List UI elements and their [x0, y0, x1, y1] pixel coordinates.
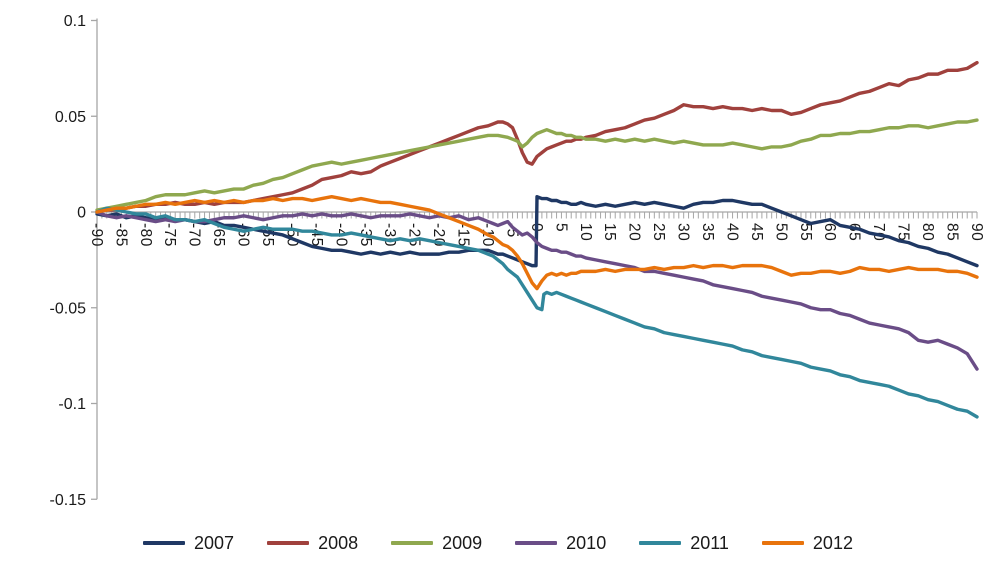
- x-tick-label: 60: [821, 223, 838, 241]
- x-tick-label: 25: [650, 223, 667, 241]
- legend-swatch-2011: [639, 541, 682, 545]
- legend-label-2009: 2009: [442, 533, 483, 553]
- legend-swatch-2007: [143, 541, 186, 545]
- series-line-2007: [95, 194, 979, 268]
- legend-item-2007: 2007: [143, 534, 234, 552]
- legend-label-2010: 2010: [566, 533, 607, 553]
- legend-item-2008: 2008: [267, 534, 358, 552]
- x-tick-label: 15: [601, 223, 618, 241]
- x-tick-label: 35: [699, 223, 716, 241]
- legend-swatch-2012: [761, 541, 804, 545]
- legend-label-2011: 2011: [690, 533, 729, 553]
- x-tick-label: -25: [406, 223, 423, 247]
- x-tick-label: 90: [968, 223, 985, 241]
- x-tick-label: 50: [772, 223, 789, 241]
- series-line-2010: [95, 210, 979, 371]
- x-tick-label: 10: [577, 223, 594, 241]
- x-tick-label: 5: [552, 223, 569, 232]
- x-tick-label: -15: [455, 223, 472, 247]
- y-tick-label: -0.15: [50, 492, 87, 509]
- x-tick-label: -65: [210, 223, 227, 247]
- x-tick-label: -5: [503, 223, 520, 238]
- legend-swatch-2008: [267, 541, 310, 545]
- x-tick-label: 80: [919, 223, 936, 241]
- chart-canvas: 0.1 0.05 0 -0.05 -0.1 -0.15 -90 -85 -80 -75 -70 -6…: [50, 13, 985, 509]
- series-line-2009: [95, 118, 979, 212]
- legend-label-2012: 2012: [812, 533, 853, 553]
- series-line-2012: [95, 194, 979, 291]
- x-tick-label: -90: [88, 223, 105, 247]
- y-tick-label: 0.05: [55, 109, 86, 126]
- legend-item-2010: 2010: [515, 534, 606, 552]
- legend-label-2008: 2008: [318, 533, 359, 553]
- x-tick-label: -85: [112, 223, 129, 247]
- x-tick-label: 55: [797, 223, 814, 241]
- x-tick-label: -45: [308, 223, 325, 247]
- x-tick-label: 85: [943, 223, 960, 241]
- y-tick-label: 0.1: [64, 13, 86, 30]
- chart-legend: 2007 2008 2009 2010 2011 2012: [0, 534, 996, 552]
- x-tick-label: 75: [895, 223, 912, 241]
- y-axis: 0.1 0.05 0 -0.05 -0.1 -0.15: [50, 13, 98, 509]
- legend-label-2007: 2007: [194, 533, 235, 553]
- y-tick-label: -0.1: [58, 396, 86, 413]
- x-tick-label: -30: [381, 223, 398, 247]
- series-lines: [95, 60, 979, 419]
- legend-swatch-2009: [391, 541, 434, 545]
- x-tick-label: 40: [723, 223, 740, 241]
- legend-swatch-2010: [515, 541, 558, 545]
- legend-item-2009: 2009: [391, 534, 482, 552]
- x-tick-label: -75: [161, 223, 178, 247]
- x-tick-label: 45: [748, 223, 765, 241]
- x-tick-label: -70: [186, 223, 203, 247]
- x-tick-label: 30: [675, 223, 692, 241]
- y-tick-label: -0.05: [50, 300, 87, 317]
- x-tick-label: 20: [626, 223, 643, 241]
- series-line-2011: [95, 206, 979, 419]
- legend-item-2012: 2012: [761, 533, 853, 553]
- legend-item-2011: 2011: [639, 534, 729, 552]
- x-tick-label: -80: [137, 223, 154, 247]
- y-tick-label: 0: [77, 205, 86, 222]
